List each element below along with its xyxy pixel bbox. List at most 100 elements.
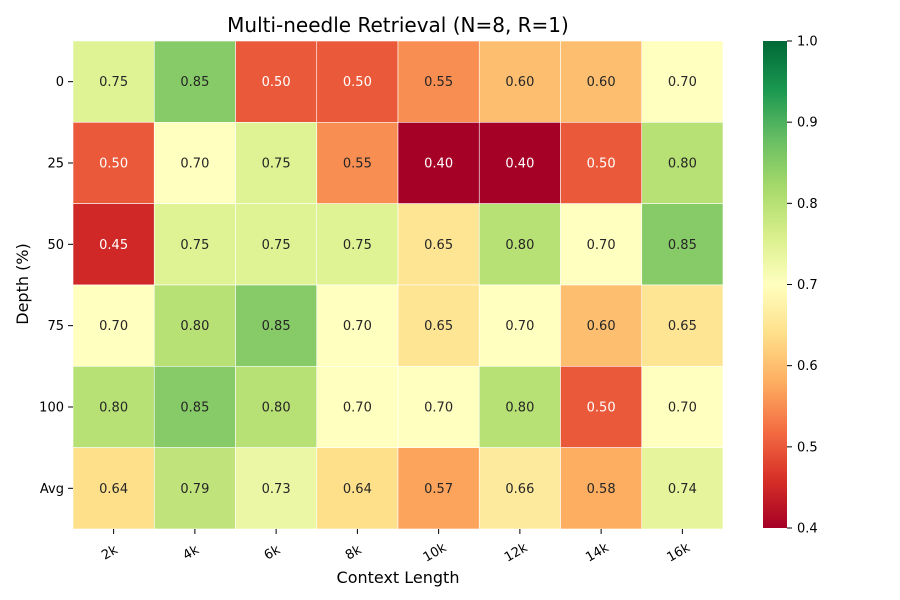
heatmap-cell xyxy=(641,366,724,448)
cell-value-label: 0.50 xyxy=(587,400,616,415)
heatmap-cell xyxy=(641,203,724,286)
x-tick-label: 4k xyxy=(181,542,203,563)
heatmap-cell xyxy=(153,122,236,204)
heatmap-cell xyxy=(397,40,480,123)
heatmap-cell xyxy=(316,122,399,204)
colorbar: 0.4 0.5 0.6 0.7 0.8 0.9 1.0 xyxy=(763,35,818,537)
cell-value-label: 0.55 xyxy=(424,75,453,90)
cell-value-label: 0.75 xyxy=(262,238,291,253)
heatmap-cell xyxy=(235,447,318,530)
heatmap-cell xyxy=(397,284,480,367)
cell-value-label: 0.75 xyxy=(99,75,128,90)
cell-value-label: 0.70 xyxy=(668,75,697,90)
cell-value-label: 0.60 xyxy=(587,75,616,90)
cell-value-label: 0.80 xyxy=(99,400,128,415)
heatmap-cell xyxy=(153,447,236,530)
cell-value-label: 0.70 xyxy=(587,238,616,253)
y-axis-ticks: 0 25 50 75 100 Avg xyxy=(39,75,73,497)
cell-value-label: 0.80 xyxy=(505,400,534,415)
cell-value-label: 0.65 xyxy=(668,319,697,334)
heatmap-cell xyxy=(478,203,561,286)
heatmap-cell xyxy=(397,203,480,286)
heatmap-cell xyxy=(235,366,318,448)
cell-value-label: 0.65 xyxy=(424,319,453,334)
heatmap-cell xyxy=(72,40,155,123)
cell-value-label: 0.75 xyxy=(180,238,209,253)
heatmap-cell xyxy=(72,284,155,367)
cell-value-label: 0.70 xyxy=(99,319,128,334)
heatmap-cell xyxy=(397,366,480,448)
y-tick-label: 50 xyxy=(47,238,64,253)
heatmap-cell xyxy=(153,366,236,448)
heatmap-cell xyxy=(560,122,643,204)
colorbar-tick-label: 0.9 xyxy=(797,116,818,131)
heatmap-cell xyxy=(478,40,561,123)
heatmap-cell xyxy=(316,284,399,367)
heatmap-cell xyxy=(641,447,724,530)
cell-value-label: 0.85 xyxy=(668,238,697,253)
x-tick-label: 6k xyxy=(262,542,284,563)
heatmap-cell xyxy=(641,122,724,204)
cell-value-label: 0.50 xyxy=(587,156,616,171)
cell-value-label: 0.70 xyxy=(668,400,697,415)
heatmap-cell xyxy=(72,203,155,286)
heatmap-cell xyxy=(478,447,561,530)
heatmap-cell xyxy=(235,203,318,286)
cell-value-label: 0.50 xyxy=(343,75,372,90)
y-tick-label: 100 xyxy=(39,400,64,415)
cell-value-label: 0.70 xyxy=(424,400,453,415)
x-axis-label: Context Length xyxy=(337,568,460,587)
heatmap-cell xyxy=(153,40,236,123)
colorbar-tick-label: 0.7 xyxy=(797,278,818,293)
y-tick-label: 25 xyxy=(47,156,64,171)
cell-value-label: 0.85 xyxy=(262,319,291,334)
heatmap-cell xyxy=(560,447,643,530)
heatmap-cell xyxy=(235,40,318,123)
heatmap-cell xyxy=(478,122,561,204)
cell-value-label: 0.70 xyxy=(343,319,372,334)
cell-value-label: 0.79 xyxy=(180,482,209,497)
cell-value-label: 0.73 xyxy=(262,482,291,497)
colorbar-tick-label: 0.4 xyxy=(797,522,818,537)
cell-value-label: 0.70 xyxy=(343,400,372,415)
y-tick-label: 75 xyxy=(47,319,64,334)
x-tick-label: 14k xyxy=(583,540,612,565)
x-tick-label: 8k xyxy=(343,542,365,563)
cell-value-label: 0.80 xyxy=(505,238,534,253)
cell-value-label: 0.40 xyxy=(424,156,453,171)
heatmap-cell xyxy=(235,284,318,367)
heatmap-cell xyxy=(478,366,561,448)
heatmap-cell xyxy=(316,40,399,123)
heatmap-cell xyxy=(560,284,643,367)
cell-value-label: 0.80 xyxy=(668,156,697,171)
x-tick-label: 10k xyxy=(421,540,450,565)
heatmap-cell xyxy=(316,366,399,448)
x-tick-label: 12k xyxy=(502,540,531,565)
cell-value-label: 0.80 xyxy=(262,400,291,415)
heatmap-cell xyxy=(641,40,724,123)
cell-value-label: 0.40 xyxy=(505,156,534,171)
cell-value-label: 0.60 xyxy=(505,75,534,90)
y-tick-label: Avg xyxy=(40,482,64,497)
colorbar-tick-label: 0.6 xyxy=(797,359,818,374)
colorbar-tick-label: 0.8 xyxy=(797,197,818,212)
cell-value-label: 0.85 xyxy=(180,400,209,415)
colorbar-tick-label: 1.0 xyxy=(797,35,818,50)
heatmap-cell xyxy=(560,366,643,448)
cell-value-label: 0.60 xyxy=(587,319,616,334)
cell-value-label: 0.50 xyxy=(99,156,128,171)
cell-value-label: 0.75 xyxy=(343,238,372,253)
cell-value-label: 0.50 xyxy=(262,75,291,90)
colorbar-tick-label: 0.5 xyxy=(797,440,818,455)
cell-value-label: 0.64 xyxy=(343,482,372,497)
cell-value-label: 0.85 xyxy=(180,75,209,90)
cell-value-label: 0.66 xyxy=(505,482,534,497)
chart-title: Multi-needle Retrieval (N=8, R=1) xyxy=(227,13,569,37)
cell-value-label: 0.57 xyxy=(424,482,453,497)
cell-value-label: 0.75 xyxy=(262,156,291,171)
cell-value-label: 0.58 xyxy=(587,482,616,497)
heatmap-cell xyxy=(316,203,399,286)
cell-value-label: 0.80 xyxy=(180,319,209,334)
y-axis-label: Depth (%) xyxy=(13,243,32,325)
cell-value-label: 0.65 xyxy=(424,238,453,253)
